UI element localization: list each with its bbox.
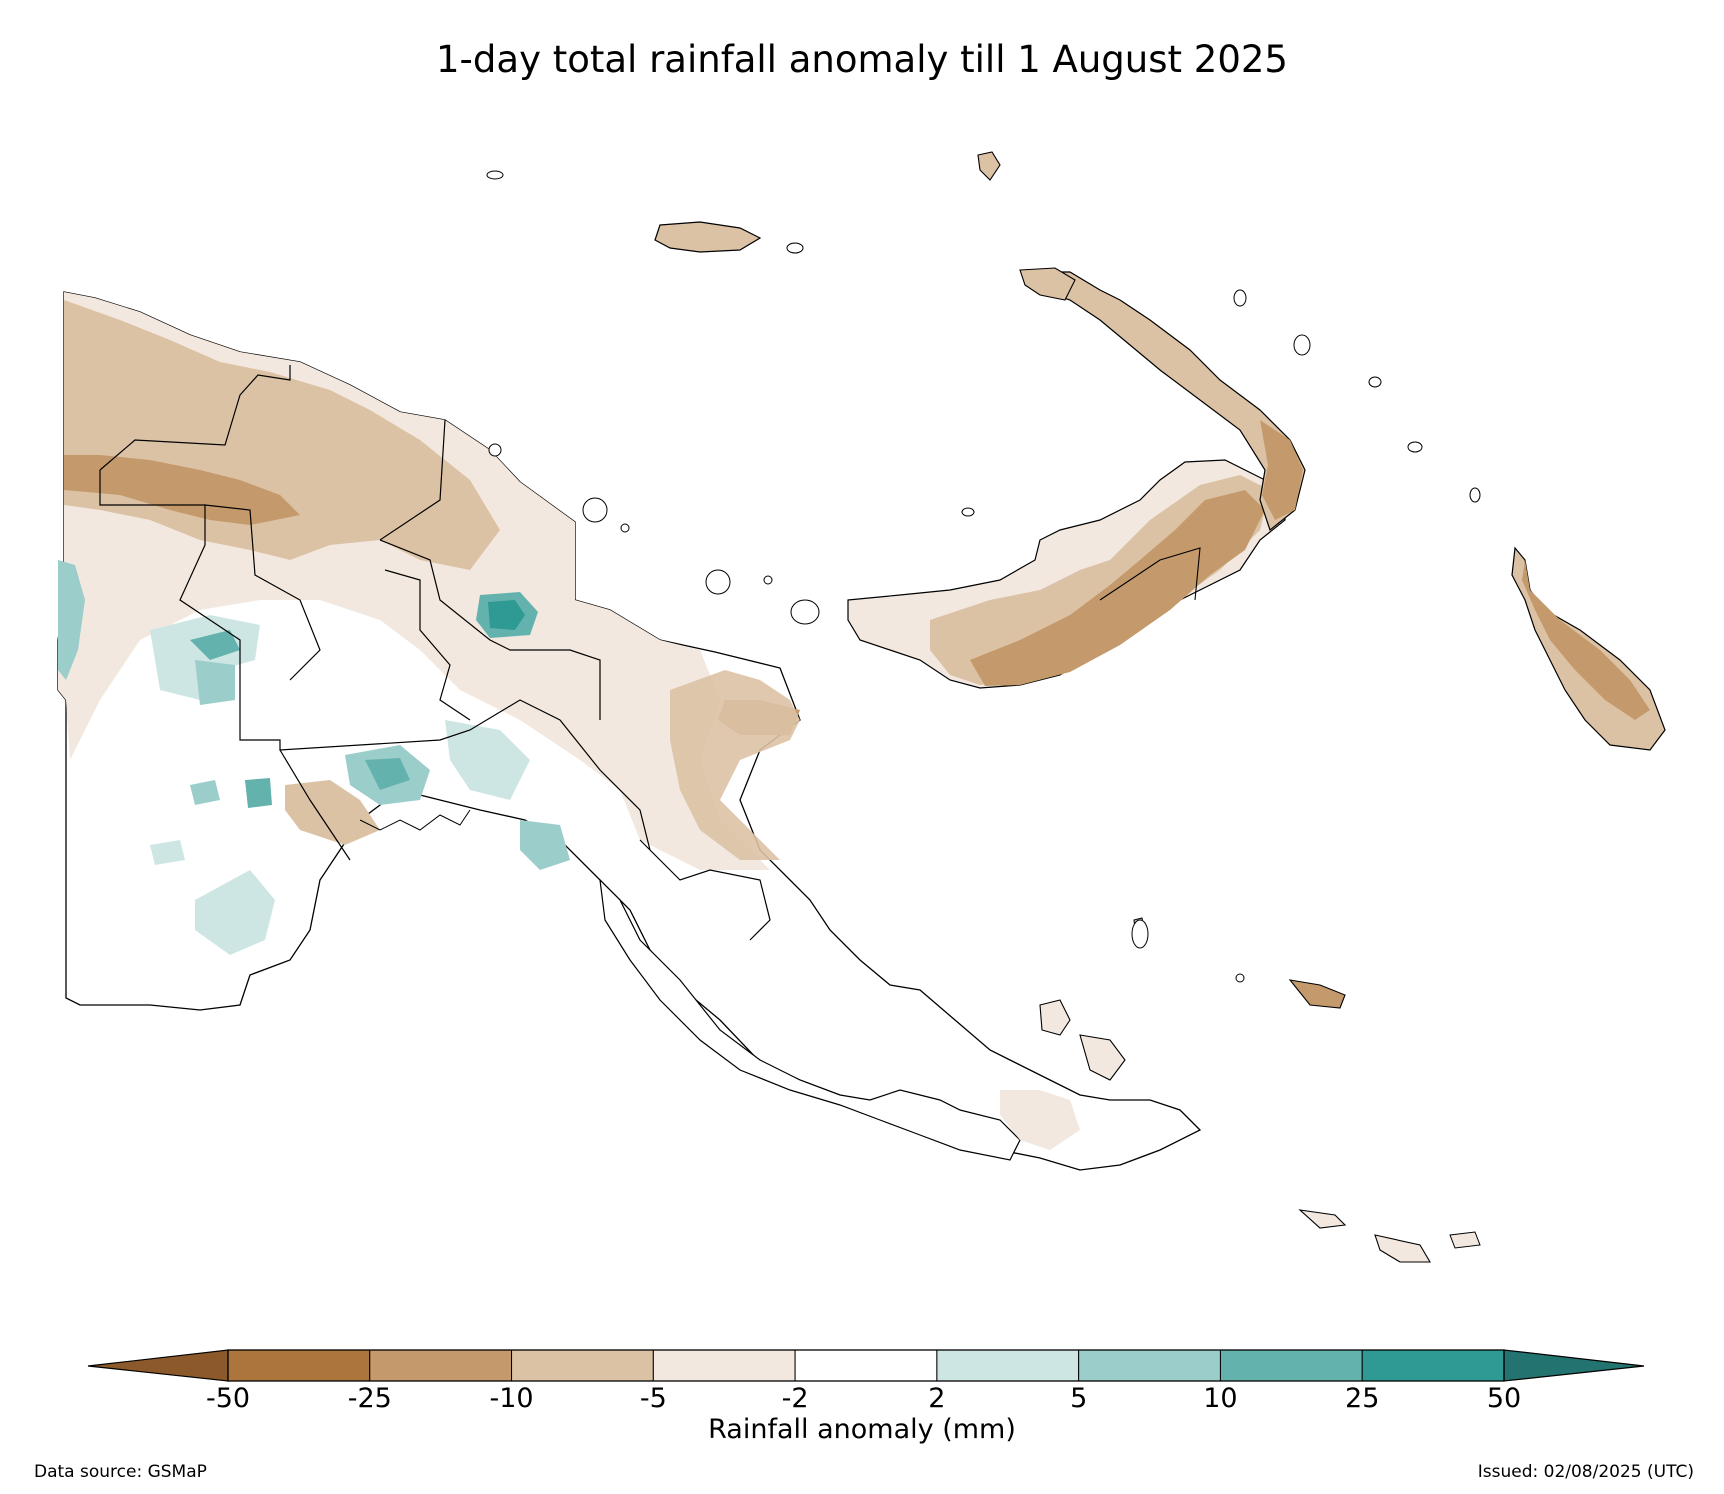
- rossel-island: [1374, 1234, 1431, 1263]
- mussau-island: [977, 151, 1001, 181]
- colorbar-tick-label: 25: [1345, 1383, 1380, 1414]
- anomaly-band-north-dark: [64, 455, 300, 525]
- colorbar-bin: [794, 1349, 938, 1382]
- data-source-note: Data source: GSMaP: [34, 1462, 207, 1482]
- peninsula-tip-light: [1000, 1090, 1080, 1150]
- map-title: 1-day total rainfall anomaly till 1 Augu…: [436, 38, 1288, 81]
- colorbar-tick-label: -50: [205, 1383, 251, 1414]
- colorbar-bin: [511, 1349, 654, 1382]
- bougainville-dark: [1522, 560, 1650, 720]
- colorbar-bin: [227, 1349, 371, 1382]
- colorbar-label: Rainfall anomaly (mm): [708, 1414, 1016, 1445]
- colorbar-tick-label: 2: [928, 1383, 946, 1414]
- colorbar-tick-label: 10: [1203, 1383, 1238, 1414]
- anomaly-wet-south: [195, 870, 275, 955]
- colorbar-bin: [1361, 1349, 1505, 1382]
- colorbar-low-extend: [87, 1349, 229, 1382]
- milne-bay-islands: [1039, 917, 1481, 1263]
- colorbar-frame: [227, 1349, 1505, 1382]
- colorbar-bin: [936, 1349, 1080, 1382]
- papuan-peninsula: [599, 878, 1021, 1161]
- anomaly-wet-south-2: [520, 820, 570, 870]
- rainfall-anomaly-map: [57, 151, 1666, 1263]
- fergusson-island: [1039, 999, 1071, 1036]
- colorbar-tick-label: -10: [489, 1383, 534, 1414]
- province-borders: [99, 365, 771, 941]
- anomaly-wet-small-2: [245, 778, 272, 808]
- bougainville: [1511, 546, 1666, 751]
- anomaly-wet-west: [58, 560, 85, 680]
- anomaly-wet-highlands-2: [190, 630, 240, 660]
- anomaly-wet-central-core: [365, 758, 410, 790]
- anomaly-dry-south-central: [285, 780, 380, 845]
- anomaly-wet-central-2: [445, 720, 530, 800]
- anomaly-wet-small-1: [190, 780, 220, 805]
- manus-island: [654, 221, 762, 253]
- small-islands: [486, 170, 1481, 983]
- colorbar-tick-label: -25: [347, 1383, 392, 1414]
- small-island-b: [1449, 1231, 1481, 1249]
- colorbar-tick-label: -2: [781, 1383, 809, 1414]
- colorbar-bin: [652, 1349, 796, 1382]
- new-britain-border: [1099, 547, 1201, 601]
- colorbar-bin: [1219, 1349, 1363, 1382]
- new-ireland-dark: [1260, 420, 1303, 520]
- anomaly-band-east-mid: [670, 670, 800, 860]
- issued-date-note: Issued: 02/08/2025 (UTC): [1477, 1462, 1694, 1482]
- colorbar-tick-label: 5: [1070, 1383, 1088, 1414]
- colorbar-bin: [369, 1349, 513, 1382]
- colorbar-bin: [1078, 1349, 1221, 1382]
- normanby-island: [1079, 1034, 1126, 1081]
- new-hanover: [1019, 267, 1076, 301]
- anomaly-wet-north-peak-core: [488, 600, 525, 630]
- trobriand-island: [1288, 979, 1346, 1009]
- anomaly-wet-small-3: [150, 840, 185, 865]
- colorbar-high-extend: [1503, 1349, 1645, 1382]
- colorbar-tick-label: -5: [639, 1383, 667, 1414]
- new-ireland: [1019, 267, 1306, 532]
- woodlark-island: [1298, 1209, 1347, 1229]
- anomaly-wet-highlands-3: [195, 660, 235, 705]
- south-coast-rivers: [359, 809, 471, 831]
- new-britain: [847, 459, 1286, 689]
- colorbar-tick-label: 50: [1486, 1383, 1522, 1414]
- mainland: [57, 291, 1202, 1171]
